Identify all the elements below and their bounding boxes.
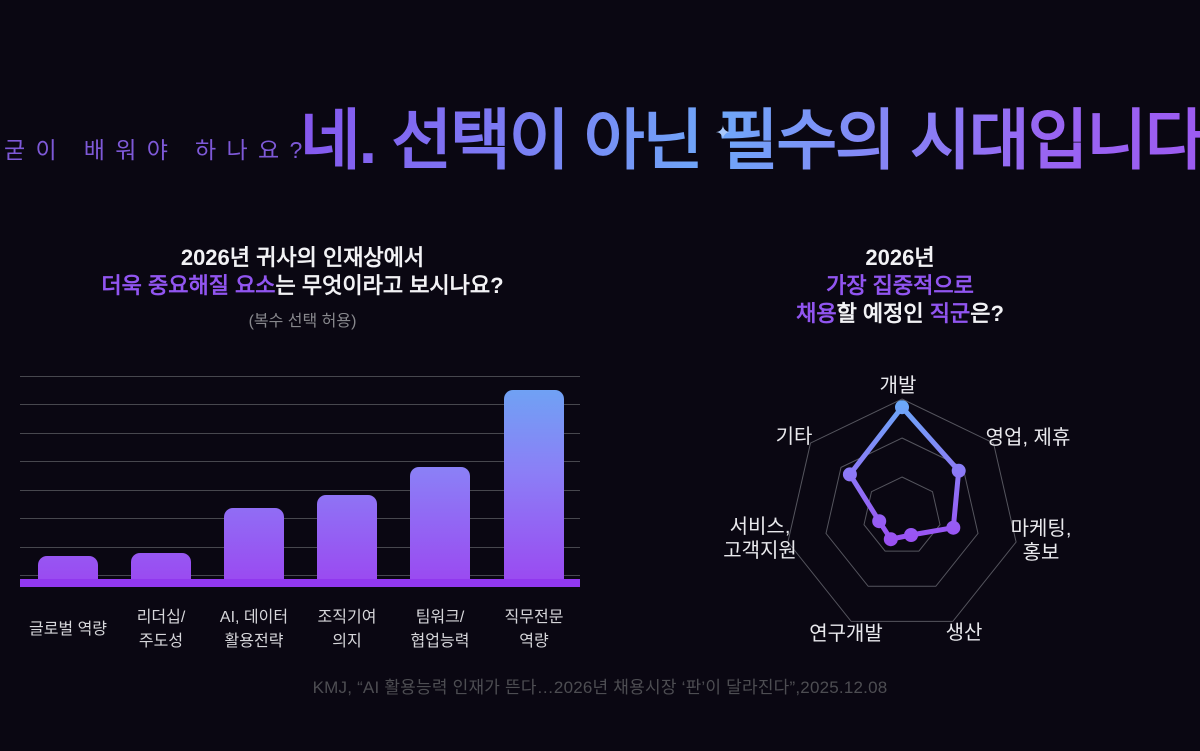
radar-ring-3 (787, 398, 1017, 622)
bar-label-6: 직무전문 역량 (504, 609, 564, 650)
bar-2 (131, 553, 191, 579)
gridline (20, 461, 580, 463)
radar-label-6: 서비스, 고객지원 (723, 516, 797, 562)
bar-label-4: 조직기여 의지 (317, 609, 377, 650)
bar-chart (20, 376, 580, 588)
bar-1 (38, 556, 98, 579)
radar-data-polygon (847, 404, 962, 542)
radar-label-2: 영업, 제휴 (985, 427, 1071, 449)
bar-4 (317, 495, 377, 579)
radar-title-plain-2: 은? (970, 301, 1004, 326)
gridline (20, 546, 580, 548)
headline: 네. 선택이 아닌 필수의 시대입니다! (300, 105, 1200, 175)
radar-point-6 (872, 514, 887, 529)
radar-label-1: 개발 (879, 375, 917, 397)
radar-point-1 (895, 400, 909, 415)
bar-5 (410, 467, 470, 579)
radar-title-plain-1: 할 예정인 (836, 301, 930, 326)
radar-chart-title-line1: 2026년 (865, 245, 935, 270)
radar-ring-1 (863, 476, 941, 552)
bar-chart-title-highlight: 더욱 중요해질 요소 (101, 273, 276, 298)
bar-chart-title-line2: 더욱 중요해질 요소는 무엇이라고 보시나요? (20, 272, 585, 300)
bar-chart-title-rest: 는 무엇이라고 보시나요? (275, 273, 504, 298)
radar-ring-2 (825, 437, 979, 587)
bar-chart-x-labels: 글로벌 역량 리더십/주도성 AI, 데이터 활용전략 조직기여 의지 팀워크/협업능력 직무… (20, 604, 580, 656)
radar-point-4 (904, 528, 919, 542)
radar-label-4: 생산 (945, 622, 983, 644)
gridline (20, 404, 580, 406)
radar-point-2 (951, 463, 966, 478)
radar-point-3 (946, 520, 961, 535)
gridline (20, 432, 580, 434)
radar-chart-title-line3: 채용할 예정인 직군은? (755, 300, 1045, 328)
kicker-text: 굳이 배워야 하나요? (4, 137, 313, 163)
radar-point-7 (842, 467, 857, 482)
bar-label-1: 글로벌 역량 (28, 621, 108, 638)
gridline (20, 489, 580, 491)
gridline (20, 575, 580, 576)
gridline (20, 376, 580, 377)
radar-title-highlight-2: 직군 (929, 301, 971, 326)
radar-point-5 (883, 532, 898, 547)
bar-label-2: 리더십/주도성 (136, 609, 186, 650)
radar-chart (787, 398, 1017, 622)
bar-chart-subtitle: (복수 선택 허용) (248, 313, 357, 330)
x-axis-baseline (20, 579, 580, 587)
bar-6 (504, 390, 564, 579)
bar-chart-title-line1: 2026년 귀사의 인재상에서 (180, 245, 425, 270)
radar-label-5: 연구개발 (809, 623, 883, 645)
bar-chart-title: 2026년 귀사의 인재상에서 더욱 중요해질 요소는 무엇이라고 보시나요? … (20, 244, 585, 331)
radar-title-highlight-1: 채용 (796, 301, 837, 326)
bar-label-3: AI, 데이터 활용전략 (219, 609, 289, 650)
sparkle-icon: ✦ (715, 123, 731, 144)
gridline (20, 518, 580, 520)
radar-label-3: 마케팅, 홍보 (1010, 518, 1072, 564)
bar-label-5: 팀워크/협업능력 (410, 609, 470, 650)
radar-chart-title: 2026년 가장 집중적으로 채용할 예정인 직군은? (755, 244, 1045, 328)
radar-chart-title-line2: 가장 집중적으로 (826, 273, 974, 298)
radar-label-7: 기타 (775, 426, 813, 448)
bar-3 (224, 508, 284, 579)
source-citation: KMJ, “AI 활용능력 인재가 뜬다…2026년 채용시장 ‘판’이 달라진… (312, 678, 888, 697)
